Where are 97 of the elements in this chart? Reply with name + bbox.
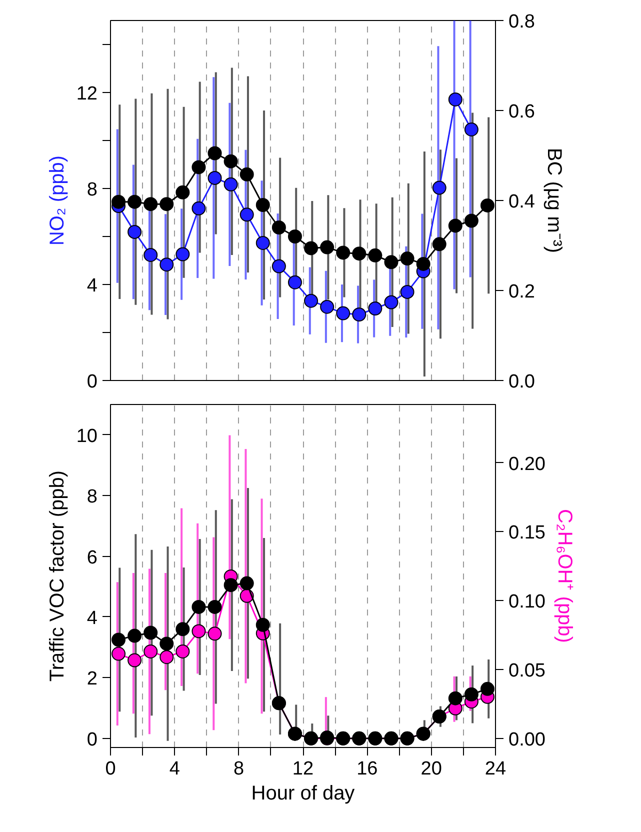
point bbox=[112, 194, 126, 209]
point bbox=[336, 246, 350, 260]
y-axis-title: NO₂ (ppb) bbox=[46, 155, 68, 246]
point bbox=[448, 218, 462, 233]
point bbox=[368, 302, 382, 316]
point bbox=[144, 197, 158, 212]
point bbox=[368, 248, 382, 262]
point bbox=[192, 624, 206, 638]
y2-tick-label: 0.05 bbox=[508, 660, 546, 682]
x-tick-label: 20 bbox=[420, 758, 442, 780]
y-tick-label: 4 bbox=[86, 276, 98, 296]
point bbox=[128, 224, 142, 239]
point bbox=[128, 194, 142, 209]
point bbox=[192, 201, 206, 216]
y2-tick-label: 0.4 bbox=[508, 192, 536, 212]
y-tick-label: 6 bbox=[86, 547, 98, 568]
point bbox=[160, 197, 174, 212]
x-tick-label: 24 bbox=[484, 758, 506, 780]
point bbox=[112, 632, 126, 647]
point bbox=[256, 618, 270, 632]
y-tick-label: 2 bbox=[86, 668, 98, 690]
point bbox=[432, 237, 446, 252]
point bbox=[272, 259, 286, 274]
point bbox=[224, 154, 238, 168]
point bbox=[432, 180, 446, 195]
point bbox=[352, 308, 366, 322]
y2-axis-title: C₂H₆OH⁺ (ppb) bbox=[553, 509, 576, 643]
point bbox=[304, 241, 318, 256]
x-tick-label: 12 bbox=[292, 758, 314, 780]
point bbox=[176, 185, 190, 200]
y2-tick-label: 0.15 bbox=[508, 522, 546, 544]
point bbox=[160, 636, 174, 651]
point bbox=[160, 258, 174, 272]
point bbox=[448, 691, 462, 706]
point bbox=[144, 644, 158, 658]
point bbox=[176, 622, 190, 636]
point bbox=[224, 177, 238, 192]
point bbox=[144, 626, 158, 640]
point bbox=[400, 284, 414, 299]
x-axis-title: Hour of day bbox=[251, 782, 355, 804]
point bbox=[128, 628, 142, 643]
y-tick-label: 8 bbox=[86, 180, 98, 200]
point bbox=[256, 236, 270, 250]
point bbox=[320, 240, 334, 254]
x-tick-label: 16 bbox=[356, 758, 378, 780]
y2-tick-label: 0.6 bbox=[508, 102, 535, 122]
x-tick-label: 8 bbox=[234, 758, 244, 780]
y2-tick-label: 0.8 bbox=[508, 12, 535, 32]
point bbox=[208, 146, 222, 160]
point bbox=[208, 626, 222, 641]
point bbox=[464, 214, 478, 228]
y-tick-label: 0 bbox=[86, 729, 98, 750]
point bbox=[416, 256, 430, 271]
point bbox=[160, 650, 174, 664]
point bbox=[112, 646, 126, 661]
point bbox=[480, 198, 494, 212]
y-tick-label: 12 bbox=[76, 84, 98, 104]
point bbox=[240, 167, 254, 182]
point bbox=[208, 170, 222, 185]
y2-axis-title: BC (µg m⁻³) bbox=[542, 148, 565, 254]
x-tick-label: 0 bbox=[105, 758, 116, 780]
y-tick-label: 8 bbox=[86, 486, 98, 508]
point bbox=[480, 682, 494, 696]
point bbox=[304, 294, 318, 308]
point bbox=[288, 230, 302, 244]
y-axis-title: Traffic VOC factor (ppb) bbox=[46, 470, 68, 682]
point bbox=[144, 248, 158, 262]
point bbox=[240, 208, 254, 222]
x-tick-label: 4 bbox=[169, 758, 180, 780]
point bbox=[288, 275, 302, 290]
point bbox=[448, 92, 462, 106]
y2-tick-label: 0.2 bbox=[508, 282, 535, 302]
point bbox=[176, 247, 190, 262]
point bbox=[224, 578, 238, 592]
y2-tick-label: 0.0 bbox=[508, 372, 535, 392]
point bbox=[240, 576, 254, 590]
y2-tick-label: 0.00 bbox=[508, 729, 546, 750]
point bbox=[464, 687, 478, 702]
point bbox=[400, 252, 414, 266]
point bbox=[352, 246, 366, 261]
point bbox=[176, 644, 190, 658]
point bbox=[336, 306, 350, 320]
point bbox=[192, 600, 206, 614]
y-tick-label: 4 bbox=[86, 608, 98, 629]
point bbox=[208, 600, 222, 614]
point bbox=[320, 300, 334, 314]
point bbox=[128, 653, 142, 668]
point bbox=[464, 122, 478, 136]
y2-tick-label: 0.10 bbox=[508, 592, 546, 613]
y-tick-label: 10 bbox=[76, 426, 98, 447]
point bbox=[192, 160, 206, 174]
y2-tick-label: 0.20 bbox=[508, 454, 546, 475]
y-tick-label: 0 bbox=[86, 372, 98, 392]
point bbox=[256, 198, 270, 212]
point bbox=[384, 255, 398, 270]
point bbox=[384, 295, 398, 310]
point bbox=[272, 220, 286, 234]
